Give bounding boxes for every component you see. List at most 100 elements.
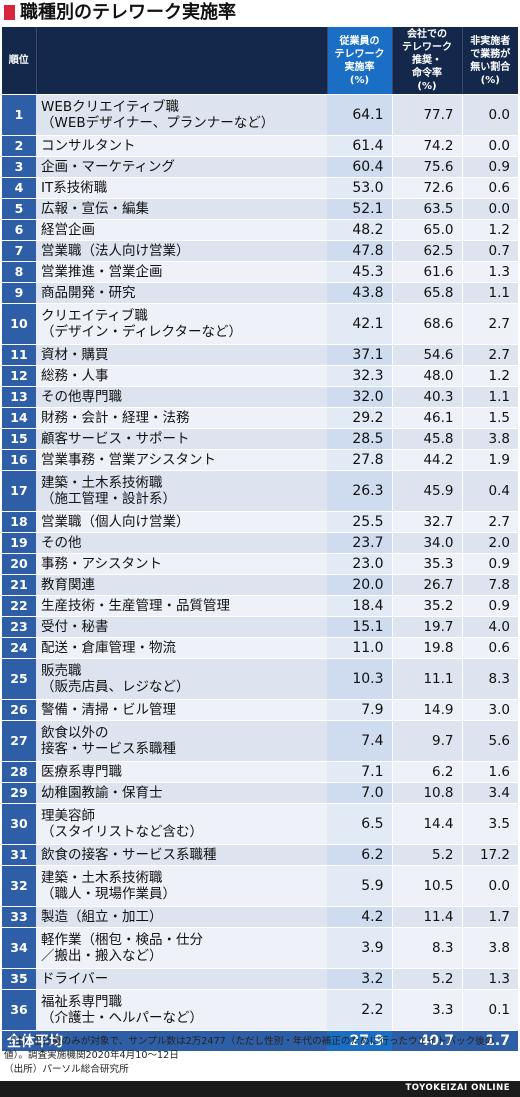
job-name-line: （施工管理・設計系） — [41, 491, 176, 507]
job-name-line: （介護士・ヘルパーなど） — [41, 1010, 203, 1026]
job-name-cell: 顧客サービス・サポート — [36, 428, 327, 450]
company-recommend-rate-cell: 6.2 — [391, 761, 462, 783]
table-row: 11 資材・購買 37.1 54.6 2.7 — [2, 344, 518, 366]
job-name-line: 警備・清掃・ビル管理 — [41, 702, 176, 718]
rank-cell: 7 — [2, 240, 36, 262]
company-recommend-rate-cell: 10.5 — [391, 865, 462, 907]
table-row: 17 建築・土木系技術職 （施工管理・設計系） 26.3 45.9 0.4 — [2, 470, 518, 512]
rank-cell: 33 — [2, 906, 36, 928]
company-recommend-rate-cell: 8.3 — [391, 927, 462, 969]
job-name-cell: 教育関連 — [36, 574, 327, 596]
no-work-rate-cell: 3.5 — [461, 803, 518, 845]
footnote: （注）正社員のみが対象で、サンプル数は2万2477（ただし性別・年代の補正のため… — [4, 1036, 495, 1061]
job-name-line: 商品開発・研究 — [41, 285, 136, 301]
company-recommend-rate-cell: 75.6 — [391, 156, 462, 178]
telework-rate-cell: 26.3 — [327, 470, 392, 512]
job-name-cell: IT系技術職 — [36, 177, 327, 199]
job-name-line: 営業職（個人向け営業） — [41, 514, 190, 530]
job-name-cell: 配送・倉庫管理・物流 — [36, 637, 327, 659]
rank-cell: 2 — [2, 135, 36, 157]
job-name-line: （スタイリストなど含む） — [41, 824, 203, 840]
no-work-rate-cell: 0.6 — [461, 637, 518, 659]
job-name-cell: 建築・土木系技術職 （職人・現場作業員） — [36, 865, 327, 907]
header-row: 順位 従業員の テレワーク 実施率 (%) 会社での テレワーク 推奨・ 命令率 (%) 非実… — [2, 27, 518, 95]
total-no-work-rate: 1.7 — [462, 1030, 518, 1052]
table-row: 14 財務・会計・経理・法務 29.2 46.1 1.5 — [2, 407, 518, 429]
telework-rate-cell: 52.1 — [327, 198, 392, 220]
telework-rate-cell: 2.2 — [327, 989, 392, 1031]
company-recommend-rate-cell: 19.7 — [391, 616, 462, 638]
rank-cell: 10 — [2, 303, 36, 345]
total-label: 全体平均 — [2, 1030, 327, 1052]
rank-cell: 30 — [2, 803, 36, 845]
no-work-rate-cell: 1.2 — [461, 219, 518, 241]
chart-title: 職種別のテレワーク実施率 — [20, 2, 236, 23]
header-no-work-rate: 非実施者 で業務が 無い割合 (%) — [461, 27, 518, 95]
table-row: 24 配送・倉庫管理・物流 11.0 19.8 0.6 — [2, 637, 518, 659]
rank-cell: 27 — [2, 720, 36, 762]
table-row: 31 飲食の接客・サービス系職種 6.2 5.2 17.2 — [2, 844, 518, 866]
no-work-rate-cell: 0.0 — [461, 865, 518, 907]
table-row: 21 教育関連 20.0 26.7 7.8 — [2, 574, 518, 596]
rank-cell: 20 — [2, 553, 36, 575]
job-name-cell: 企画・マーケティング — [36, 156, 327, 178]
job-name-line: 飲食以外の — [41, 725, 109, 741]
telework-rate-cell: 45.3 — [327, 261, 392, 283]
company-recommend-rate-cell: 19.8 — [391, 637, 462, 659]
job-name-cell: 医療系専門職 — [36, 761, 327, 783]
telework-rate-cell: 5.9 — [327, 865, 392, 907]
job-name-line: 販売職 — [41, 663, 82, 679]
company-recommend-rate-cell: 65.0 — [391, 219, 462, 241]
job-name-line: 建築・土木系技術職 — [41, 475, 163, 491]
job-name-cell: 広報・宣伝・編集 — [36, 198, 327, 220]
no-work-rate-cell: 3.4 — [461, 782, 518, 804]
job-name-line: WEBクリエイティブ職 — [41, 99, 180, 115]
job-name-cell: 軽作業（梱包・検品・仕分 ／搬出・搬入など） — [36, 927, 327, 969]
company-recommend-rate-cell: 35.2 — [391, 595, 462, 617]
job-name-line: コンサルタント — [41, 138, 136, 154]
telework-table: 順位 従業員の テレワーク 実施率 (%) 会社での テレワーク 推奨・ 命令率 (%) 非実… — [2, 27, 518, 1052]
table-row: 27 飲食以外の 接客・サービス系職種 7.4 9.7 5.6 — [2, 720, 518, 762]
rank-cell: 35 — [2, 968, 36, 990]
rank-cell: 19 — [2, 532, 36, 554]
company-recommend-rate-cell: 61.6 — [391, 261, 462, 283]
table-row: 36 福祉系専門職 （介護士・ヘルパーなど） 2.2 3.3 0.1 — [2, 989, 518, 1031]
job-name-line: 営業事務・営業アシスタント — [41, 452, 216, 468]
job-name-line: 営業推進・営業企画 — [41, 264, 163, 280]
telework-rate-cell: 6.2 — [327, 844, 392, 866]
company-recommend-rate-cell: 11.4 — [391, 906, 462, 928]
table-row: 18 営業職（個人向け営業） 25.5 32.7 2.7 — [2, 511, 518, 533]
telework-rate-cell: 18.4 — [327, 595, 392, 617]
job-name-cell: WEBクリエイティブ職 （WEBデザイナー、プランナーなど） — [36, 94, 327, 136]
job-name-line: 営業職（法人向け営業） — [41, 243, 190, 259]
total-company-recommend-rate: 40.7 — [392, 1030, 462, 1052]
table-row: 5 広報・宣伝・編集 52.1 63.5 0.0 — [2, 198, 518, 220]
no-work-rate-cell: 1.3 — [461, 261, 518, 283]
job-name-line: 受付・秘書 — [41, 619, 109, 635]
company-recommend-rate-cell: 35.3 — [391, 553, 462, 575]
telework-rate-cell: 37.1 — [327, 344, 392, 366]
title-marker — [4, 5, 15, 20]
job-name-line: 医療系専門職 — [41, 764, 122, 780]
table-row: 8 営業推進・営業企画 45.3 61.6 1.3 — [2, 261, 518, 283]
rank-cell: 5 — [2, 198, 36, 220]
no-work-rate-cell: 2.7 — [461, 303, 518, 345]
rank-cell: 23 — [2, 616, 36, 638]
company-recommend-rate-cell: 48.0 — [391, 365, 462, 387]
telework-rate-cell: 64.1 — [327, 94, 392, 136]
company-recommend-rate-cell: 11.1 — [391, 658, 462, 700]
no-work-rate-cell: 7.8 — [461, 574, 518, 596]
no-work-rate-cell: 0.0 — [461, 94, 518, 136]
total-telework-rate: 27.9 — [327, 1030, 392, 1052]
table-row: 16 営業事務・営業アシスタント 27.8 44.2 1.9 — [2, 449, 518, 471]
telework-rate-cell: 61.4 — [327, 135, 392, 157]
company-recommend-rate-cell: 65.8 — [391, 282, 462, 304]
telework-rate-cell: 27.8 — [327, 449, 392, 471]
total-row: 全体平均 27.9 40.7 1.7 — [2, 1030, 518, 1052]
rank-cell: 1 — [2, 94, 36, 136]
table-row: 9 商品開発・研究 43.8 65.8 1.1 — [2, 282, 518, 304]
rank-cell: 16 — [2, 449, 36, 471]
job-name-cell: 理美容師 （スタイリストなど含む） — [36, 803, 327, 845]
job-name-line: 教育関連 — [41, 577, 95, 593]
table-row: 22 生産技術・生産管理・品質管理 18.4 35.2 0.9 — [2, 595, 518, 617]
